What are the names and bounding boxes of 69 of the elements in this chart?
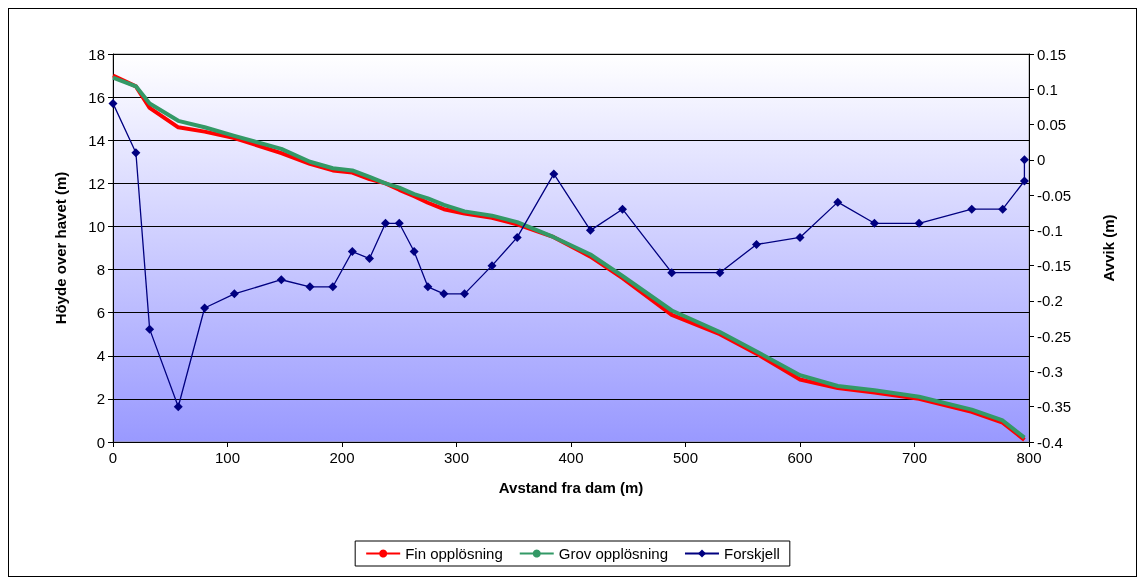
point bbox=[381, 218, 391, 228]
y-tick-label: 6 bbox=[96, 304, 105, 322]
x-tick-label: 100 bbox=[214, 449, 241, 466]
point bbox=[460, 289, 470, 299]
point bbox=[229, 289, 239, 299]
y2-tick-label: -0.1 bbox=[1037, 221, 1063, 239]
point bbox=[549, 169, 559, 179]
point bbox=[585, 225, 595, 235]
legend-label: Forskjell bbox=[723, 545, 780, 562]
x-tick-label: 300 bbox=[443, 449, 470, 466]
point bbox=[1019, 155, 1029, 165]
y-tick-label: 8 bbox=[96, 261, 105, 279]
y-tick-label: 18 bbox=[88, 45, 105, 63]
point bbox=[751, 239, 761, 249]
y2-tick-label: -0.2 bbox=[1037, 292, 1063, 310]
y2-axis-title: Avvik (m) bbox=[1100, 214, 1117, 282]
point bbox=[423, 282, 433, 292]
point bbox=[795, 232, 805, 242]
point bbox=[394, 218, 404, 228]
point bbox=[998, 204, 1008, 214]
y2-tick-label: 0.05 bbox=[1037, 116, 1067, 134]
point bbox=[276, 275, 286, 285]
point bbox=[512, 232, 522, 242]
legend-label: Fin opplösning bbox=[405, 545, 503, 562]
point bbox=[347, 247, 357, 257]
y2-tick-label: 0.15 bbox=[1037, 45, 1067, 63]
x-tick-label: 400 bbox=[558, 449, 584, 466]
y2-tick-label: 0.1 bbox=[1037, 80, 1058, 98]
y2-tick-label: -0.05 bbox=[1037, 186, 1072, 204]
point bbox=[145, 324, 155, 334]
point bbox=[364, 254, 374, 264]
point bbox=[409, 247, 419, 257]
y-axis-title: Höyde over havet (m) bbox=[52, 171, 69, 325]
y-tick-label: 0 bbox=[96, 433, 105, 451]
y-tick-label: 2 bbox=[96, 390, 105, 408]
y-tick-label: 16 bbox=[88, 88, 105, 106]
point bbox=[131, 148, 141, 158]
point bbox=[328, 282, 338, 292]
point bbox=[305, 282, 315, 292]
y2-tick-label: -0.25 bbox=[1037, 327, 1072, 345]
y2-tick-label: -0.3 bbox=[1037, 362, 1063, 380]
point bbox=[487, 261, 497, 271]
point bbox=[869, 218, 879, 228]
x-tick-label: 800 bbox=[1016, 449, 1042, 466]
y-tick-label: 14 bbox=[88, 131, 105, 149]
point bbox=[833, 197, 843, 207]
y2-tick-label: -0.15 bbox=[1037, 257, 1072, 275]
y2-tick-label: -0.4 bbox=[1037, 433, 1063, 451]
x-tick-label: 700 bbox=[901, 449, 928, 466]
y-tick-label: 10 bbox=[88, 217, 105, 235]
x-axis-title: Avstand fra dam (m) bbox=[498, 479, 644, 496]
point bbox=[715, 268, 725, 278]
y-tick-label: 4 bbox=[96, 347, 105, 365]
point bbox=[1019, 176, 1029, 186]
legend-label: Grov opplösning bbox=[558, 545, 668, 562]
y2-tick-label: 0 bbox=[1037, 151, 1046, 169]
x-tick-label: 600 bbox=[787, 449, 813, 466]
x-tick-label: 200 bbox=[329, 449, 355, 466]
y2-tick-label: -0.35 bbox=[1037, 398, 1072, 416]
point bbox=[173, 402, 183, 412]
point bbox=[618, 204, 628, 214]
point bbox=[667, 268, 677, 278]
point bbox=[439, 289, 449, 299]
x-tick-label: 0 bbox=[108, 449, 118, 466]
x-tick-label: 500 bbox=[672, 449, 699, 466]
point bbox=[914, 218, 924, 228]
y-tick-label: 12 bbox=[88, 174, 105, 192]
point bbox=[200, 303, 210, 313]
point bbox=[967, 204, 977, 214]
